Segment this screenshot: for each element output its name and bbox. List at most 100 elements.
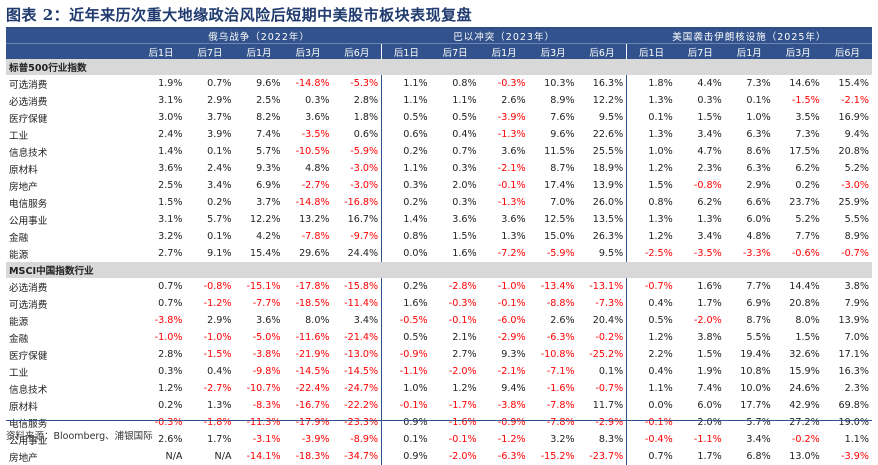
table-cell: 20.4% — [592, 315, 624, 326]
table-cell: 0.6% — [353, 129, 379, 140]
table-cell: 9.6% — [256, 78, 281, 89]
table-cell: -16.8% — [344, 197, 379, 208]
row-label: 房地产 — [9, 452, 38, 464]
table-cell: -3.9% — [497, 112, 526, 123]
table-cell: 24.6% — [789, 383, 820, 394]
table-cell: 16.7% — [347, 214, 379, 225]
period-header: 后1日 — [626, 43, 676, 59]
table-cell: 1.4% — [381, 211, 431, 228]
period-header: 后6月 — [332, 43, 382, 59]
row-label: 电信服务 — [9, 418, 48, 430]
table-cell: 16.3% — [838, 366, 869, 377]
table-cell: -6.3% — [546, 332, 575, 343]
table-cell: 2.8% — [158, 349, 183, 360]
table-cell: 2.4% — [158, 129, 183, 140]
table-cell: -0.1% — [626, 414, 676, 431]
table-cell: 9.4% — [844, 129, 869, 140]
table-cell: 4.4% — [697, 78, 722, 89]
table-cell: -21.9% — [295, 349, 330, 360]
table-cell: 8.0% — [305, 315, 330, 326]
table-cell: 24.4% — [347, 248, 379, 259]
table-cell: 3.6% — [256, 315, 281, 326]
table-cell: 12.2% — [592, 95, 624, 106]
table-cell: 15.0% — [544, 231, 575, 242]
table-cell: 9.6% — [550, 129, 575, 140]
table-cell: -22.4% — [295, 383, 330, 394]
table-cell: -1.1% — [381, 363, 431, 380]
table-cell: 1.2% — [626, 329, 676, 346]
table-cell: -1.1% — [693, 434, 722, 445]
period-header: 后6月 — [577, 43, 627, 59]
table-cell: 8.9% — [550, 95, 575, 106]
table-cell: -3.3% — [742, 248, 771, 259]
table-cell: -11.4% — [344, 298, 379, 309]
table-cell: 0.3% — [305, 95, 330, 106]
table-cell: -16.7% — [295, 400, 330, 411]
period-header: 后1日 — [381, 43, 431, 59]
table-cell: 27.2% — [789, 417, 820, 428]
table-cell: -2.9% — [497, 332, 526, 343]
table-cell: 3.6% — [305, 112, 330, 123]
table-cell: -10.7% — [246, 383, 281, 394]
table-row: 可选消费 1.9% 0.7% 9.6% -14.8% -5.3% 1.1% 0.8% -0.3%… — [6, 75, 872, 92]
table-cell: 1.2% — [626, 228, 676, 245]
table-cell: 0.1% — [626, 109, 676, 126]
period-header: 后1月 — [724, 43, 774, 59]
table-cell: -0.1% — [497, 298, 526, 309]
table-cell: 15.4% — [838, 78, 869, 89]
table-cell: 23.7% — [789, 197, 820, 208]
period-header: 后1日 — [136, 43, 186, 59]
table-cell: 1.3% — [697, 214, 722, 225]
table-cell: -25.2% — [589, 349, 624, 360]
table-cell: 1.0% — [381, 380, 431, 397]
table-cell: -1.0% — [497, 281, 526, 292]
table-cell: 0.4% — [626, 363, 676, 380]
table-cell: 2.2% — [626, 346, 676, 363]
period-header: 后7日 — [675, 43, 725, 59]
table-cell: 0.4% — [452, 129, 477, 140]
table-cell: -14.5% — [344, 366, 379, 377]
table-cell: -5.3% — [350, 78, 379, 89]
table-row: 医疗保健 2.8% -1.5% -3.8% -21.9% -13.0% -0.9% 2.7% 9… — [6, 346, 872, 363]
table-cell: 7.4% — [697, 383, 722, 394]
table-cell: 3.9% — [207, 129, 232, 140]
table-cell: 0.6% — [381, 126, 431, 143]
table-cell: -24.7% — [344, 383, 379, 394]
section-label: 标普500行业指数 — [6, 59, 872, 75]
table-cell: 0.5% — [452, 112, 477, 123]
table-cell: -2.5% — [626, 245, 676, 262]
table-row: 医疗保健 3.0% 3.7% 8.2% 3.6% 1.8% 0.5% 0.5% -3.9% 7.6… — [6, 109, 872, 126]
table-cell: 0.4% — [626, 295, 676, 312]
table-cell: 6.2% — [697, 197, 722, 208]
table-cell: -7.7% — [252, 298, 281, 309]
table-cell: 26.0% — [592, 197, 624, 208]
table-cell: 3.4% — [697, 129, 722, 140]
table-cell: 3.6% — [158, 163, 183, 174]
table-cell: 5.7% — [207, 214, 232, 225]
table-cell: -0.1% — [381, 397, 431, 414]
table-cell: N/A — [165, 451, 183, 462]
table-cell: 7.3% — [795, 129, 820, 140]
table-cell: 1.9% — [158, 78, 183, 89]
table-cell: 1.1% — [381, 92, 431, 109]
table-cell: 2.5% — [256, 95, 281, 106]
table-cell: -1.6% — [546, 383, 575, 394]
table-cell: 2.9% — [746, 180, 771, 191]
table-cell: -0.7% — [626, 278, 676, 295]
table-cell: 6.0% — [746, 214, 771, 225]
table-cell: 10.0% — [740, 383, 771, 394]
table-cell: 3.4% — [697, 231, 722, 242]
table-cell: -11.6% — [295, 332, 330, 343]
table-cell: 6.9% — [256, 180, 281, 191]
table-cell: -5.0% — [252, 332, 281, 343]
table-cell: 11.7% — [592, 400, 624, 411]
table-cell: 5.7% — [746, 417, 771, 428]
table-cell: -3.8% — [497, 400, 526, 411]
table-cell: -9.7% — [350, 231, 379, 242]
table-row: 金融 -1.0% -1.0% -5.0% -11.6% -21.4% 0.5% 2.1% -2.… — [6, 329, 872, 346]
table-cell: -0.6% — [791, 248, 820, 259]
table-cell: 1.5% — [697, 349, 722, 360]
row-label: 金融 — [9, 232, 29, 244]
table-cell: -15.8% — [344, 281, 379, 292]
table-cell: 0.9% — [381, 414, 431, 431]
